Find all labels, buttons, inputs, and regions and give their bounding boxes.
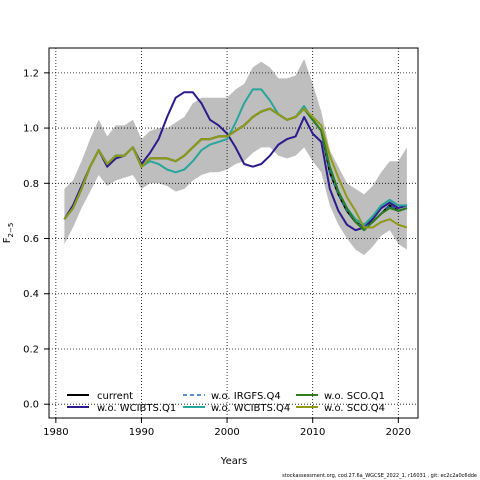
legend-label-1: w.o. WCIBTS.Q1 — [97, 403, 176, 414]
legend-label-4: w.o. SCO.Q1 — [324, 391, 385, 402]
series-layer — [63, 88, 408, 232]
x-tick-label: 1990 — [129, 427, 154, 438]
y-tick-label: 0.0 — [23, 400, 39, 411]
x-tick-label: 2000 — [214, 427, 239, 438]
x-axis: 1980 1990 2000 2010 2020 — [43, 418, 411, 438]
plot-frame — [48, 47, 419, 419]
legend-label-2: w.o. IRGFS.Q4 — [211, 391, 281, 402]
y-axis: 0.0 0.2 0.4 0.6 0.8 1.0 1.2 — [23, 68, 49, 411]
y-tick-label: 1.2 — [23, 68, 39, 79]
y-axis-title-main: F — [2, 237, 13, 243]
x-tick-label: 2010 — [300, 427, 325, 438]
confidence-band-layer — [64, 59, 407, 256]
y-tick-label: 0.8 — [23, 179, 39, 190]
y-tick-label: 1.0 — [23, 124, 39, 135]
series-line-5 — [63, 107, 408, 229]
y-tick-label: 0.6 — [23, 234, 39, 245]
x-tick-label: 1980 — [43, 427, 68, 438]
footer-text: stockassessment.org, cod.27.6a_WGCSE_202… — [282, 473, 477, 479]
x-tick-label: 2020 — [386, 427, 411, 438]
y-tick-label: 0.2 — [23, 344, 39, 355]
y-tick-label: 0.4 — [23, 289, 39, 300]
legend-label-3: w.o. WCIBTS.Q4 — [211, 403, 290, 414]
confidence-band — [64, 59, 407, 256]
y-axis-title: F2−5 — [2, 223, 15, 244]
x-axis-title: Years — [220, 456, 247, 467]
y-axis-title-subscript: 2−5 — [7, 223, 15, 238]
legend-label-5: w.o. SCO.Q4 — [324, 403, 385, 414]
legend-label-0: current — [97, 391, 133, 402]
